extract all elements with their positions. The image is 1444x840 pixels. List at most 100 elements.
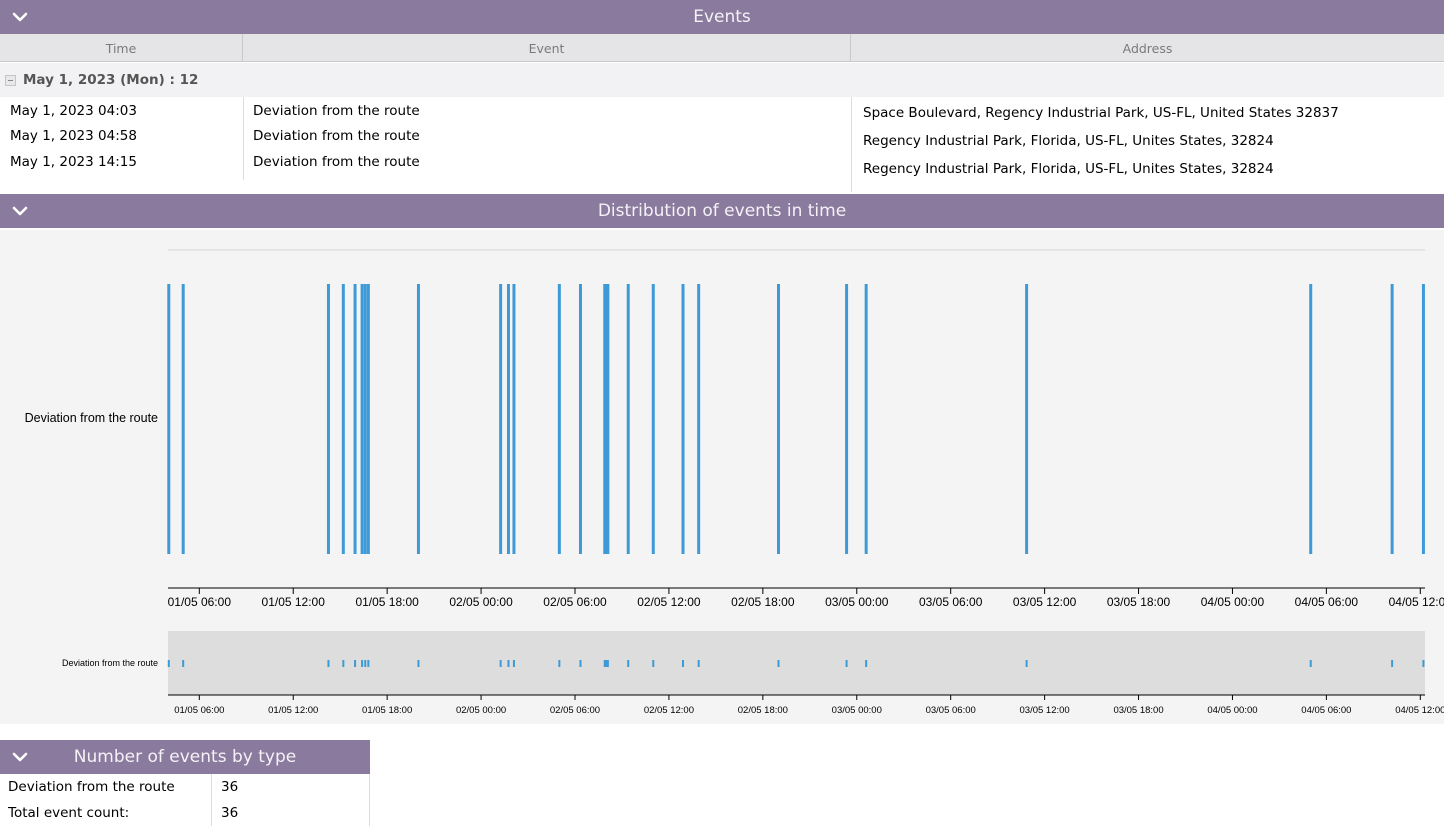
main-ticks-group: 01/05 06:00 01/05 12:00 01/05 18:00 02/05 0… [168,588,1444,609]
event-bar[interactable] [845,284,849,554]
event-bar[interactable] [1309,284,1313,554]
navigator-event-mark [697,660,700,667]
events-table-header: Time Event Address [0,34,1444,62]
events-panel-header: Events [0,0,1444,34]
chevron-down-icon[interactable] [10,201,30,221]
event-bar[interactable] [416,284,420,554]
navigator-event-mark [1309,660,1312,667]
column-header-address[interactable]: Address [1122,40,1173,56]
event-bar[interactable] [363,284,367,554]
navigator-range[interactable] [168,631,1425,695]
event-bar[interactable] [864,284,868,554]
event-bar[interactable] [776,284,780,554]
navigator-tick-label: 01/05 18:00 [362,705,412,716]
event-bar[interactable] [499,284,503,554]
event-bar[interactable] [697,284,701,554]
events-panel-title: Events [693,7,751,27]
event-bar[interactable] [360,284,364,554]
column-header-time[interactable]: Time [0,34,243,62]
x-tick-label: 02/05 00:00 [449,595,513,609]
column-header-event[interactable]: Event [243,34,851,62]
chevron-down-icon[interactable] [10,7,30,27]
navigator-tick-label: 04/05 12:00 [1395,705,1444,716]
navigator-event-mark [364,660,367,667]
column-divider [851,97,852,192]
navigator-tick-label: 01/05 06:00 [174,705,224,716]
event-bar[interactable] [651,284,655,554]
navigator-tick-label: 01/05 12:00 [268,705,318,716]
row-time: May 1, 2023 04:03 [10,103,137,119]
event-bar[interactable] [626,284,630,554]
timeline-svg: Deviation from the route 01/05 06:00 01/0… [25,249,1444,716]
navigator-event-mark [167,660,170,667]
x-tick-label: 01/05 18:00 [355,595,419,609]
navigator-ticks-group: 01/05 06:00 01/05 12:00 01/05 18:00 02/05 0… [174,695,1444,716]
event-timeline-chart: Deviation from the route 01/05 06:00 01/0… [0,230,1444,724]
navigator-event-mark [1025,660,1028,667]
event-bar[interactable] [181,284,185,554]
event-bar[interactable] [1390,284,1394,554]
summary-label: Deviation from the route [8,779,175,795]
event-bar[interactable] [167,284,171,554]
event-bar[interactable] [604,284,608,554]
date-group-row[interactable]: May 1, 2023 (Mon) : 12 [0,63,1444,97]
navigator-event-mark [512,660,515,667]
x-tick-label: 03/05 00:00 [825,595,889,609]
navigator-event-mark [507,660,510,667]
navigator-event-mark [361,660,364,667]
event-bar[interactable] [681,284,685,554]
navigator-event-mark [499,660,502,667]
main-bars-group [167,284,1425,554]
row-event: Deviation from the route [253,154,420,170]
event-bar[interactable] [606,284,610,554]
column-divider [243,97,244,180]
row-event: Deviation from the route [253,103,420,119]
event-bar[interactable] [366,284,370,554]
navigator-tick-label: 02/05 18:00 [738,705,788,716]
summary-row: Deviation from the route 36 [0,774,370,800]
summary-row: Total event count: 36 [0,800,370,826]
event-bar[interactable] [506,284,510,554]
summary-divider [211,774,212,826]
row-time: May 1, 2023 14:15 [10,154,137,170]
distribution-panel-header: Distribution of events in time [0,194,1444,228]
event-bar[interactable] [326,284,330,554]
x-tick-label: 03/05 18:00 [1107,595,1171,609]
navigator-event-mark [777,660,780,667]
row-address: Regency Industrial Park, Florida, US-FL,… [863,133,1274,149]
navigator-tick-label: 04/05 00:00 [1207,705,1257,716]
navigator-bars-group [167,660,1425,667]
navigator-event-mark [845,660,848,667]
collapse-icon[interactable] [5,74,16,86]
date-group-label: May 1, 2023 (Mon) : 12 [23,72,199,88]
navigator-event-mark [652,660,655,667]
series-label: Deviation from the route [25,411,158,425]
event-bar[interactable] [353,284,357,554]
summary-border [369,774,370,826]
event-bar[interactable] [557,284,561,554]
event-bar[interactable] [512,284,516,554]
navigator-tick-label: 02/05 00:00 [456,705,506,716]
event-bar[interactable] [578,284,582,554]
navigator-tick-label: 03/05 06:00 [926,705,976,716]
x-tick-label: 04/05 00:00 [1201,595,1265,609]
navigator-event-mark [342,660,345,667]
summary-label: Total event count: [8,805,130,821]
event-bar[interactable] [1421,284,1425,554]
summary-table: Deviation from the route 36 Total event … [0,774,370,826]
navigator-event-mark [579,660,582,667]
distribution-panel-title: Distribution of events in time [597,201,847,221]
x-tick-label: 01/05 06:00 [168,595,232,609]
x-tick-label: 01/05 12:00 [262,595,326,609]
navigator-tick-label: 03/05 12:00 [1020,705,1070,716]
navigator-tick-label: 04/05 06:00 [1301,705,1351,716]
chevron-down-icon[interactable] [10,747,30,767]
event-bar[interactable] [1025,284,1029,554]
navigator-event-mark [354,660,357,667]
navigator-event-mark [1391,660,1394,667]
x-tick-label: 03/05 12:00 [1013,595,1077,609]
event-bar[interactable] [341,284,345,554]
x-tick-label: 02/05 06:00 [543,595,607,609]
row-time: May 1, 2023 04:58 [10,128,137,144]
x-tick-label: 04/05 12:00 [1389,595,1444,609]
